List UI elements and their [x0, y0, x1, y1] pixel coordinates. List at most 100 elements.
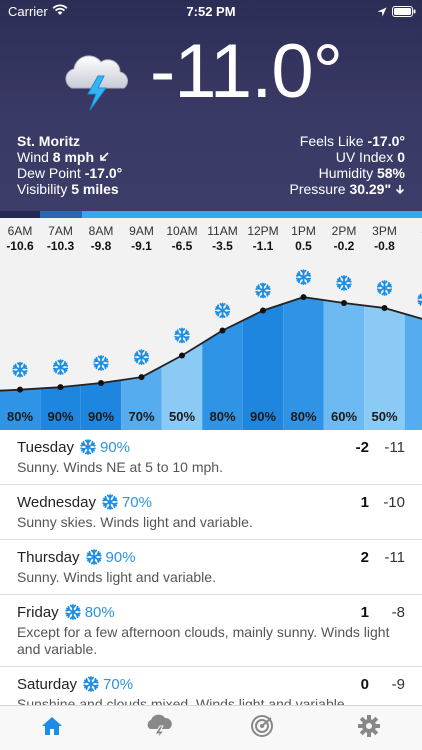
- pressure-trend-down-icon: [395, 181, 405, 197]
- precip-label: 90%: [88, 409, 114, 424]
- precip-bar: [80, 380, 122, 430]
- low-temperature: -9: [391, 676, 405, 693]
- hour-temperature: -9.8: [90, 239, 112, 253]
- low-temperature: -10: [383, 494, 405, 511]
- day-name: Friday: [17, 604, 59, 621]
- day-description: Sunny skies. Winds light and variable.: [17, 514, 253, 530]
- snowflake-icon: [12, 361, 28, 378]
- low-temperature: -8: [391, 604, 405, 621]
- carrier-label: Carrier: [8, 4, 48, 19]
- dew-point-label: Dew Point: [17, 165, 81, 181]
- current-conditions-header: Carrier 7:52 PM: [0, 0, 422, 212]
- pressure-value: 30.29": [349, 181, 392, 197]
- temperature-point: [57, 384, 64, 391]
- day-description: Except for a few afternoon clouds, mainl…: [17, 624, 390, 657]
- humidity-label: Humidity: [318, 165, 374, 181]
- precip-label: 50%: [169, 409, 195, 424]
- precip-chance: 90%: [99, 439, 131, 456]
- precip-bar: [242, 303, 284, 430]
- hour-temperature: 0.5: [295, 239, 312, 253]
- hourly-forecast[interactable]: 80% 90% 90% 70% 50% 80% 90% 80% 60% 50% 6AM -10.6 7…: [0, 218, 422, 430]
- snowflake-icon: [52, 359, 69, 376]
- snowflake-icon: [417, 292, 422, 307]
- wind-label: Wind: [17, 149, 49, 165]
- wifi-icon: [52, 4, 68, 19]
- hour-column: 4: [405, 224, 422, 239]
- daily-row-header: Saturday 70% 0 -9: [17, 676, 405, 696]
- precip-chance: 80%: [84, 604, 115, 621]
- feels-like-value: -17.0°: [367, 133, 405, 149]
- day-name: Saturday: [17, 676, 78, 693]
- feels-like-label: Feels Like: [299, 133, 364, 149]
- temperature-point: [219, 327, 226, 334]
- precip-bar: [404, 313, 422, 430]
- hour-temperature: -10.3: [46, 239, 75, 253]
- storm-icon[interactable]: [145, 714, 173, 745]
- hour-time: 9AM: [129, 224, 154, 238]
- location-name: St. Moritz: [17, 133, 80, 149]
- temperature-point: [98, 380, 104, 386]
- snowflake-icon: [174, 327, 190, 344]
- hour-temperature: -1.1: [252, 239, 274, 253]
- precip-label: 50%: [371, 409, 397, 424]
- snowflake-icon: [376, 280, 393, 296]
- precip-chance: 90%: [105, 549, 136, 566]
- radar-icon[interactable]: [250, 714, 274, 743]
- temperature-point: [138, 374, 145, 381]
- daily-row-header: Friday 80% 1 -8: [17, 604, 405, 624]
- precip-label: 90%: [250, 409, 276, 424]
- status-bar: Carrier 7:52 PM: [0, 0, 422, 22]
- snowflake-icon: [93, 355, 109, 371]
- snowflake-icon: [255, 282, 271, 299]
- dew-point-value: -17.0°: [84, 165, 123, 181]
- hour-time: 3PM: [372, 224, 397, 238]
- hour-labels: 6AM -10.6 7AM -10.3 8AM -9.8 9AM -9.1 10AM -6.5 11…: [0, 224, 422, 258]
- precip-bar: [161, 343, 203, 430]
- precip-bar: [0, 388, 41, 430]
- hour-column: 6AM -10.6: [0, 224, 40, 254]
- low-temperature: -11: [384, 549, 405, 566]
- snowflake-icon: [80, 439, 96, 459]
- precip-bar: [40, 385, 81, 430]
- daily-row[interactable]: Thursday 90% 2 -11 Sunny. Winds light and va…: [0, 540, 422, 595]
- hour-time: 7AM: [48, 224, 73, 238]
- day-description: Sunny. Winds NE at 5 to 10 mph.: [17, 459, 223, 475]
- hour-column: 8AM -9.8: [81, 224, 121, 254]
- daily-row[interactable]: Tuesday 90% -2 -11 Sunny. Winds NE at 5 to 1…: [0, 430, 422, 485]
- conditions-left-panel: St. Moritz Wind 8 mph Dew Point -17.0° V…: [17, 133, 122, 197]
- visibility-label: Visibility: [17, 181, 68, 197]
- hour-time: 10AM: [166, 224, 198, 238]
- visibility-value: 5 miles: [71, 181, 119, 197]
- hour-time: 2PM: [331, 224, 357, 238]
- precip-bar: [202, 320, 243, 430]
- precip-label: 80%: [209, 409, 235, 424]
- precip-label: 90%: [47, 409, 73, 424]
- snowflake-icon: [295, 269, 312, 286]
- precip-label: 70%: [128, 409, 154, 424]
- settings-icon[interactable]: [357, 714, 381, 743]
- snowflake-icon: [102, 494, 118, 514]
- home-icon[interactable]: [40, 714, 64, 743]
- daily-row[interactable]: Wednesday 70% 1 -10 Sunny skies. Winds light…: [0, 485, 422, 540]
- conditions-right-panel: Feels Like -17.0° UV Index 0 Humidity 58…: [290, 133, 405, 197]
- wind-value: 8 mph: [52, 149, 95, 165]
- snowflake-icon: [83, 676, 99, 696]
- status-time: 7:52 PM: [186, 4, 236, 19]
- temperature-point: [341, 300, 347, 306]
- hour-time: 12PM: [247, 224, 279, 238]
- hour-temperature: -10.6: [6, 239, 34, 253]
- snowflake-icon: [85, 549, 102, 569]
- precip-label: 60%: [331, 409, 357, 424]
- hour-column: 9AM -9.1: [122, 224, 162, 254]
- high-temperature: 1: [360, 604, 369, 621]
- hour-column: 7AM -10.3: [41, 224, 81, 254]
- daily-row[interactable]: Friday 80% 1 -8 Except for a few afternoon c…: [0, 595, 422, 667]
- temperature-point: [17, 386, 23, 393]
- current-temperature: -11.0°: [150, 29, 343, 114]
- precip-bar: [283, 297, 324, 430]
- hour-column: 1PM 0.5: [284, 224, 324, 254]
- precip-bar: [323, 300, 365, 430]
- daily-forecast-list[interactable]: Tuesday 90% -2 -11 Sunny. Winds NE at 5 to 1…: [0, 430, 422, 722]
- high-temperature: 0: [360, 676, 369, 693]
- temperature-point: [300, 294, 307, 301]
